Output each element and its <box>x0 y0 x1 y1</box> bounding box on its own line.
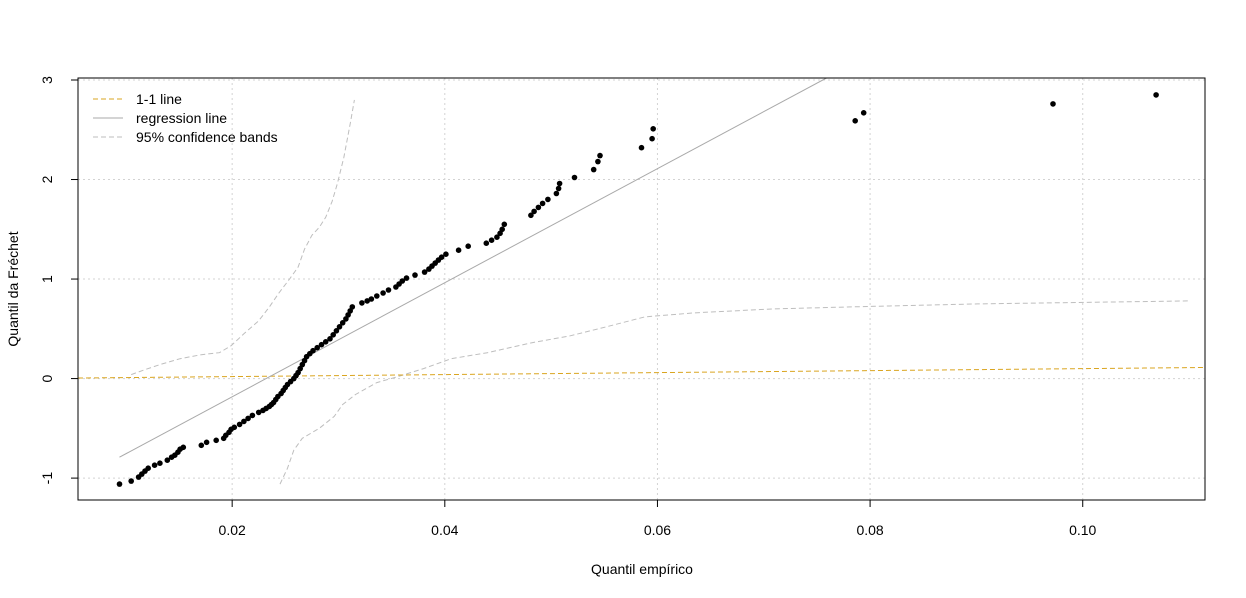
data-point <box>403 275 410 281</box>
y-tick-label: 1 <box>39 275 55 283</box>
data-point <box>318 341 325 348</box>
data-point <box>245 415 251 422</box>
y-tick-label: 2 <box>39 175 55 183</box>
data-point <box>399 278 406 284</box>
data-point <box>336 324 343 330</box>
regression-line <box>119 78 827 458</box>
data-point <box>443 251 449 257</box>
data-point <box>314 344 321 351</box>
data-point <box>528 212 534 219</box>
data-point <box>412 272 418 278</box>
y-tick-label: 3 <box>39 76 55 84</box>
data-point <box>213 437 219 444</box>
y-axis: -1 0 1 2 3 <box>39 76 78 484</box>
y-tick-label: -1 <box>39 472 55 485</box>
data-point <box>650 126 656 132</box>
data-point <box>330 332 337 338</box>
data-point <box>322 339 329 345</box>
data-point <box>241 418 247 425</box>
data-point <box>164 457 171 464</box>
data-point <box>649 135 655 142</box>
data-point <box>349 304 356 310</box>
data-point <box>545 196 551 203</box>
data-point <box>236 421 243 428</box>
data-point <box>359 300 365 306</box>
x-tick-label: 0.08 <box>856 522 883 538</box>
data-point <box>531 208 537 215</box>
data-point <box>535 204 542 211</box>
data-point <box>860 110 867 116</box>
reference-lines <box>78 78 1205 458</box>
data-point <box>597 152 603 159</box>
data-point <box>368 296 375 302</box>
data-point <box>249 412 256 419</box>
data-point <box>455 247 462 253</box>
legend-label: regression line <box>136 110 227 126</box>
data-point <box>151 462 158 469</box>
data-point <box>465 243 472 249</box>
data-point <box>1153 92 1159 98</box>
data-point <box>310 347 316 354</box>
one-one-line <box>78 366 1205 379</box>
data-point <box>556 180 563 187</box>
data-point <box>438 254 445 260</box>
data-points <box>116 92 1159 487</box>
data-point <box>590 166 597 173</box>
legend: 1-1 line regression line 95% confidence ba… <box>93 91 278 145</box>
data-point <box>255 409 262 416</box>
data-point <box>380 290 386 296</box>
data-point <box>553 190 560 197</box>
confidence-bands <box>131 99 1191 485</box>
upper-confidence-band <box>131 99 355 376</box>
data-point <box>501 221 508 228</box>
data-point <box>364 298 371 304</box>
data-point <box>571 174 578 181</box>
data-point <box>333 328 340 334</box>
data-point <box>180 444 187 451</box>
legend-label: 95% confidence bands <box>136 129 278 145</box>
data-point <box>499 226 506 233</box>
data-point <box>488 237 495 243</box>
data-point <box>157 460 163 467</box>
x-tick-label: 0.04 <box>431 522 458 538</box>
x-tick-label: 0.06 <box>644 522 671 538</box>
data-point <box>128 478 134 484</box>
legend-label: 1-1 line <box>136 91 182 107</box>
data-point <box>145 465 151 472</box>
x-axis-title: Quantil empírico <box>591 561 693 577</box>
data-point <box>116 481 123 487</box>
x-axis: 0.02 0.04 0.06 0.08 0.10 <box>219 500 1097 538</box>
data-point <box>339 320 346 326</box>
data-point <box>483 240 490 246</box>
data-point <box>374 293 380 299</box>
lower-confidence-band <box>279 300 1191 485</box>
data-point <box>203 439 210 446</box>
data-point <box>638 144 645 151</box>
data-point <box>231 424 238 431</box>
data-point <box>1050 101 1056 107</box>
data-point <box>421 269 428 275</box>
x-tick-label: 0.02 <box>219 522 246 538</box>
data-point <box>555 185 562 192</box>
plot-frame <box>77 77 1206 501</box>
data-point <box>198 442 205 449</box>
data-point <box>852 118 858 124</box>
y-axis-title: Quantil da Fréchet <box>5 231 21 346</box>
y-tick-label: 0 <box>39 374 55 382</box>
data-point <box>494 234 500 240</box>
data-point <box>539 200 546 207</box>
x-tick-label: 0.10 <box>1069 522 1096 538</box>
data-point <box>385 287 392 293</box>
data-point <box>595 158 601 165</box>
data-point <box>327 336 333 342</box>
